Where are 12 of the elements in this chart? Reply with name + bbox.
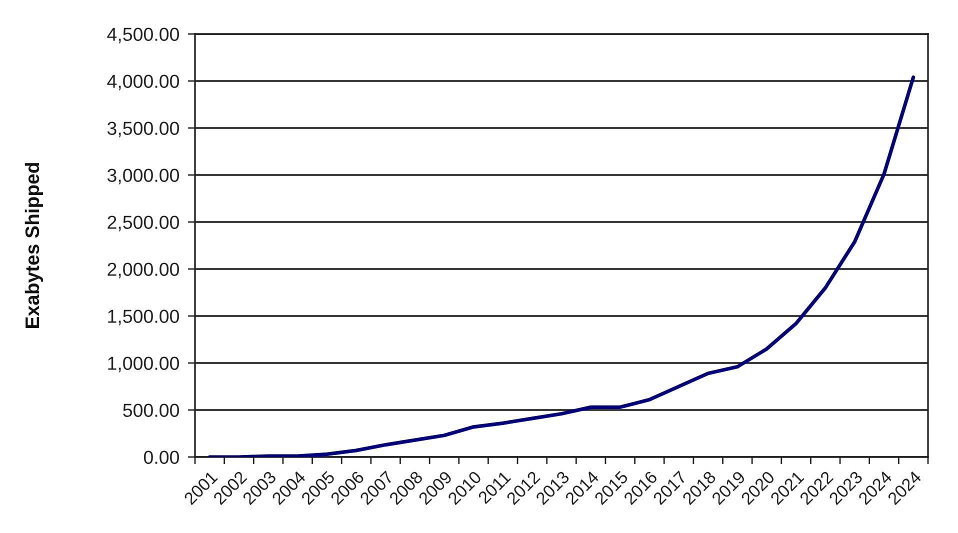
y-tick-label: 3,000.00: [107, 168, 179, 184]
y-tick-label: 1,500.00: [108, 310, 179, 326]
y-tick-label: 1,000.00: [108, 356, 179, 372]
y-tick-label: 4,000.00: [107, 74, 179, 90]
y-tick-label: 4,500.00: [107, 28, 179, 44]
y-axis-title: Exabytes Shipped: [24, 163, 43, 328]
y-tick-label: 3,500.00: [107, 122, 179, 138]
y-tick-label: 500.00: [123, 404, 179, 417]
y-tick-label: 2,500.00: [108, 216, 179, 232]
y-tick-label: 0.00: [144, 450, 179, 464]
y-tick-label: 2,000.00: [108, 262, 179, 278]
line-series: [208, 75, 916, 457]
